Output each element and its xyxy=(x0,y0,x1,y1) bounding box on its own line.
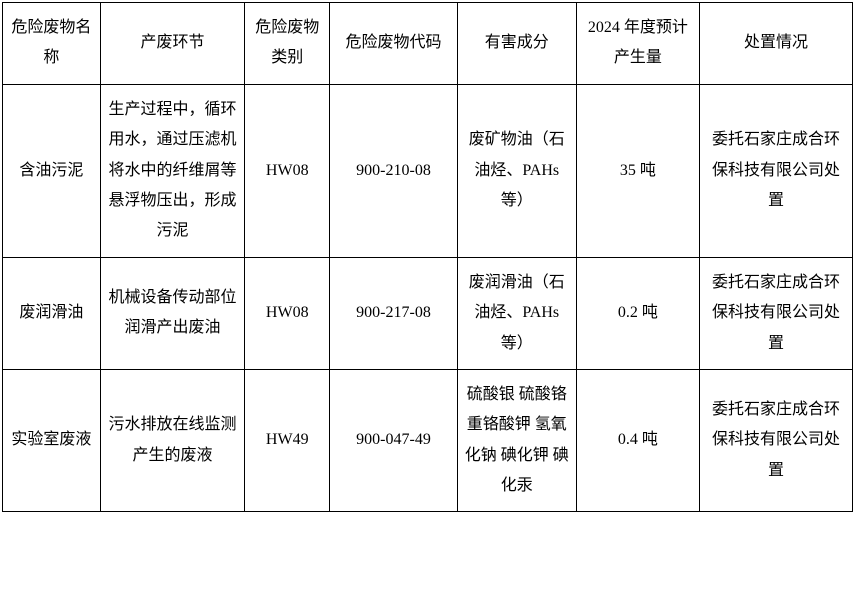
cell-process: 生产过程中，循环用水，通过压滤机将水中的纤维屑等悬浮物压出，形成污泥 xyxy=(100,84,245,257)
col-header-disposal: 处置情况 xyxy=(700,3,853,85)
col-header-category: 危险废物类别 xyxy=(245,3,330,85)
col-header-hazard: 有害成分 xyxy=(457,3,576,85)
table-row: 含油污泥 生产过程中，循环用水，通过压滤机将水中的纤维屑等悬浮物压出，形成污泥 … xyxy=(3,84,853,257)
table-row: 废润滑油 机械设备传动部位润滑产出废油 HW08 900-217-08 废润滑油… xyxy=(3,257,853,369)
cell-category: HW49 xyxy=(245,369,330,512)
cell-code: 900-047-49 xyxy=(330,369,458,512)
cell-name: 废润滑油 xyxy=(3,257,101,369)
col-header-name: 危险废物名称 xyxy=(3,3,101,85)
cell-amount: 0.2 吨 xyxy=(576,257,699,369)
table-body: 含油污泥 生产过程中，循环用水，通过压滤机将水中的纤维屑等悬浮物压出，形成污泥 … xyxy=(3,84,853,512)
cell-disposal: 委托石家庄成合环保科技有限公司处置 xyxy=(700,257,853,369)
cell-name: 实验室废液 xyxy=(3,369,101,512)
hazardous-waste-table: 危险废物名称 产废环节 危险废物类别 危险废物代码 有害成分 2024 年度预计… xyxy=(2,2,853,512)
cell-hazard: 废矿物油（石油烃、PAHs 等） xyxy=(457,84,576,257)
cell-code: 900-217-08 xyxy=(330,257,458,369)
cell-process: 污水排放在线监测产生的废液 xyxy=(100,369,245,512)
col-header-amount: 2024 年度预计产生量 xyxy=(576,3,699,85)
cell-name: 含油污泥 xyxy=(3,84,101,257)
cell-process: 机械设备传动部位润滑产出废油 xyxy=(100,257,245,369)
col-header-code: 危险废物代码 xyxy=(330,3,458,85)
cell-disposal: 委托石家庄成合环保科技有限公司处置 xyxy=(700,84,853,257)
cell-code: 900-210-08 xyxy=(330,84,458,257)
cell-amount: 35 吨 xyxy=(576,84,699,257)
cell-hazard: 废润滑油（石油烃、PAHs 等） xyxy=(457,257,576,369)
cell-hazard: 硫酸银 硫酸铬 重铬酸钾 氢氧化钠 碘化钾 碘化汞 xyxy=(457,369,576,512)
cell-amount: 0.4 吨 xyxy=(576,369,699,512)
table-row: 实验室废液 污水排放在线监测产生的废液 HW49 900-047-49 硫酸银 … xyxy=(3,369,853,512)
cell-category: HW08 xyxy=(245,84,330,257)
col-header-process: 产废环节 xyxy=(100,3,245,85)
cell-category: HW08 xyxy=(245,257,330,369)
table-header-row: 危险废物名称 产废环节 危险废物类别 危险废物代码 有害成分 2024 年度预计… xyxy=(3,3,853,85)
cell-disposal: 委托石家庄成合环保科技有限公司处置 xyxy=(700,369,853,512)
